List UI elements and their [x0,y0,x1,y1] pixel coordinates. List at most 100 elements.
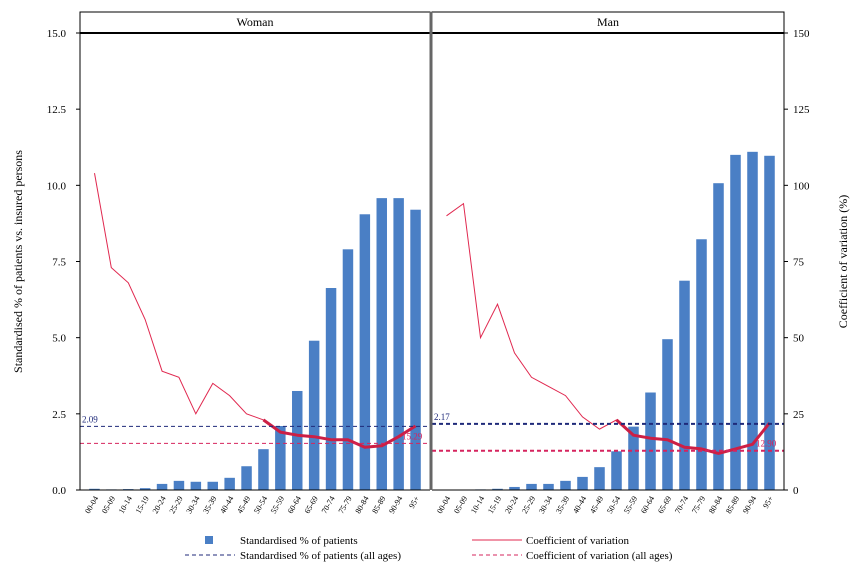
x-tick-label: 75-79 [690,495,707,516]
x-tick-label: 70-74 [673,495,690,516]
y-tick-label-left: 5.0 [52,333,66,345]
y-tick-label-right: 75 [793,257,805,269]
x-tick-label: 60-64 [286,495,303,516]
x-tick-label: 85-89 [724,495,741,516]
y-tick-label-left: 2.5 [52,409,66,421]
x-tick-label: 40-44 [218,495,235,516]
legend-label: Standardised % of patients (all ages) [240,550,401,562]
x-tick-label: 95+ [407,494,421,510]
bar [207,481,218,490]
bar [645,392,656,490]
x-tick-label: 50-54 [605,495,622,516]
bar [611,451,622,490]
panel-frames: Woman Man [79,11,785,34]
bar [292,390,303,490]
x-tick-label: 10-14 [117,495,134,516]
y-tick-label-left: 10.0 [47,180,67,192]
bar [156,483,168,490]
x-tick-label: 65-69 [303,495,320,516]
bars [89,151,775,490]
bar [410,209,421,490]
cv-line-bold [262,418,417,449]
bar [679,280,690,490]
axes: 00-04 05-09 10-14 15-19 20-24 25-29 30-34 35-39… [11,12,850,515]
x-tick-label: 30-34 [184,495,201,516]
x-tick-label: 70-74 [320,495,337,516]
bar-all-ages-label: 2.17 [434,412,450,422]
cv-all-ages-label: 12.90 [756,439,777,449]
panel-title: Woman [236,15,273,29]
y-tick-label-left: 0.0 [52,485,66,497]
x-tick-label: 25-29 [168,495,185,516]
bar [342,249,354,490]
x-tick-label: 30-34 [537,495,554,516]
y-axis-title-left: Standardised % of patients vs. insured p… [11,150,25,373]
y-tick-label-left: 7.5 [52,257,66,269]
x-tick-label: 00-04 [83,495,100,516]
bar [509,486,520,490]
y-tick-label-right: 125 [793,104,810,116]
bar [696,239,707,490]
bar [325,288,337,490]
x-tick-label: 20-24 [503,495,520,516]
bar [308,340,320,490]
x-tick-label: 60-64 [639,495,656,516]
x-tick-label: 95+ [761,494,775,510]
bar [393,198,404,490]
bar [628,426,639,490]
bar [89,488,100,490]
legend-label: Standardised % of patients [240,535,358,547]
bar [275,426,286,490]
y-tick-label-right: 150 [793,28,810,40]
x-tick-label: 80-84 [353,495,370,516]
y-tick-label-right: 25 [793,409,805,421]
x-tick-label: 00-04 [435,495,452,516]
x-tick-label: 55-59 [622,495,639,516]
bar [747,151,758,490]
bar-all-ages-label: 2.09 [82,414,98,424]
y-tick-label-left: 12.5 [47,104,67,116]
bar [577,476,588,490]
x-tick-label: 35-39 [201,495,218,516]
bar [560,480,571,490]
bar [764,155,775,490]
bar [139,488,151,490]
bar [224,477,235,490]
cv-all-ages-label: 15.29 [402,431,423,441]
legend-swatch-bar [205,536,213,544]
reference-lines: 2.09 15.29 2.17 12.90 [80,412,784,452]
x-tick-label: 45-49 [588,495,605,516]
bar [376,198,387,490]
y-tick-label-right: 0 [793,485,799,497]
legend-label: Coefficient of variation (all ages) [526,550,673,562]
y-tick-label-right: 50 [793,333,805,345]
bar [173,480,185,490]
x-tick-label: 55-59 [269,495,286,516]
x-tick-label: 05-09 [452,495,469,516]
cv-line-bold [615,418,771,455]
bar [190,481,202,490]
x-tick-label: 40-44 [571,495,588,516]
bar [594,467,605,490]
x-tick-label: 85-89 [370,495,387,516]
y-axis-title-right: Coefficient of variation (%) [836,195,850,328]
bar [730,154,741,490]
bar [359,214,371,490]
x-tick-label: 05-09 [100,495,117,516]
x-tick-label: 10-14 [469,495,486,516]
bar [713,183,724,490]
bar [258,449,269,490]
y-tick-label-right: 100 [793,180,810,192]
x-tick-label: 25-29 [520,495,537,516]
x-tick-label: 90-94 [387,495,404,516]
panel-title: Man [597,15,619,29]
x-tick-label: 90-94 [741,495,758,516]
x-tick-label: 15-19 [134,495,151,516]
legend-label: Coefficient of variation [526,535,630,547]
bar [241,466,252,490]
legend: Standardised % of patients Coefficient of… [185,535,673,562]
bar [492,488,503,490]
x-tick-label: 15-19 [486,495,503,516]
y-tick-label-left: 15.0 [47,28,67,40]
x-tick-label: 65-69 [656,495,673,516]
